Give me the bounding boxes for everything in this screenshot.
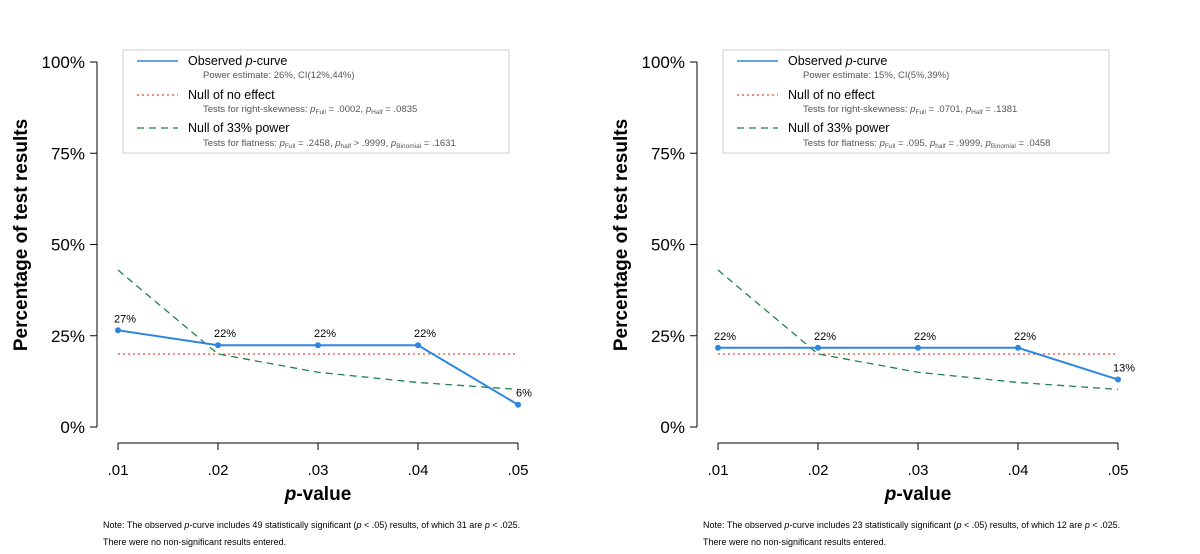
legend-right-skew-tests: Tests for right-skewness: pFull = .0701,… xyxy=(803,104,1017,116)
data-label: 22% xyxy=(814,331,836,343)
x-tick-label: .04 xyxy=(1008,462,1029,479)
legend-observed-label: Observed p-curve xyxy=(188,54,287,68)
observed-series-line xyxy=(117,329,519,406)
footnote-line-1: Note: The observed p-curve includes 49 s… xyxy=(103,520,521,530)
footnote-line-2: There were no non-significant results en… xyxy=(703,537,887,547)
data-label: 22% xyxy=(914,331,936,343)
y-tick-label: 100% xyxy=(642,53,685,72)
chart-svg: 0% 25% 50% 75% 100% .01 .02 .03 .04 .05 27% 22% 22% 2… xyxy=(11,49,533,505)
observed-point xyxy=(415,342,421,349)
null-33-power-line xyxy=(717,269,1119,391)
data-label: 6% xyxy=(516,388,532,400)
observed-point xyxy=(715,344,721,351)
x-tick-label: .02 xyxy=(808,462,829,479)
legend-null-no-effect-label: Null of no effect xyxy=(788,88,875,102)
legend-flatness-tests: Tests for flatness: pFull = .2458, phalf… xyxy=(203,138,456,150)
y-tick-label: 25% xyxy=(51,327,85,346)
x-axis-title: p-value xyxy=(884,484,952,505)
legend-observed-label: Observed p-curve xyxy=(788,54,887,68)
data-label: 22% xyxy=(414,328,436,340)
data-label: 22% xyxy=(714,331,736,343)
observed-point xyxy=(315,342,321,349)
footnote: Note: The observed p-curve includes 23 s… xyxy=(703,517,1120,551)
null-33-power-line xyxy=(117,269,519,391)
data-label: 13% xyxy=(1113,363,1135,375)
legend-right-skew-tests: Tests for right-skewness: pFull = .0002,… xyxy=(203,104,417,116)
x-tick-label: .03 xyxy=(308,462,329,479)
y-tick-label: 75% xyxy=(51,144,85,163)
x-tick-label: .01 xyxy=(708,462,729,479)
y-tick-label: 0% xyxy=(60,418,85,437)
x-tick-label: .03 xyxy=(908,462,929,479)
legend-null-33-label: Null of 33% power xyxy=(788,121,889,135)
legend: Observed p-curve Power estimate: 26%, CI… xyxy=(122,49,510,154)
x-axis-title: p-value xyxy=(284,484,352,505)
x-tick-label: .02 xyxy=(208,462,229,479)
chart-marks: 0% 25% 50% 75% 100% .01 .02 .03 .04 .05 22% 22% 22% 2… xyxy=(642,53,1136,479)
data-label: 27% xyxy=(114,313,136,325)
chart-marks: 0% 25% 50% 75% 100% .01 .02 .03 .04 .05 27% 22% 22% 2… xyxy=(42,53,533,479)
data-label: 22% xyxy=(314,328,336,340)
observed-point xyxy=(1115,376,1121,383)
pcurve-chart-right: 0% 25% 50% 75% 100% .01 .02 .03 .04 .05 22% 22% 22% 2… xyxy=(600,0,1200,554)
data-label: 22% xyxy=(1014,331,1036,343)
data-label: 22% xyxy=(214,328,236,340)
chart-svg: 0% 25% 50% 75% 100% .01 .02 .03 .04 .05 22% 22% 22% 2… xyxy=(611,49,1136,505)
x-tick-label: .05 xyxy=(1108,462,1129,479)
observed-point xyxy=(115,327,121,334)
y-tick-label: 75% xyxy=(651,144,685,163)
observed-series-line xyxy=(718,346,1119,381)
x-tick-label: .01 xyxy=(108,462,129,479)
y-tick-label: 25% xyxy=(651,327,685,346)
y-tick-label: 50% xyxy=(651,236,685,255)
legend-power-estimate: Power estimate: 26%, CI(12%,44%) xyxy=(203,70,355,81)
footnote: Note: The observed p-curve includes 49 s… xyxy=(103,517,520,551)
legend-null-no-effect-label: Null of no effect xyxy=(188,88,275,102)
observed-point xyxy=(515,401,521,408)
pcurve-chart-left: 0% 25% 50% 75% 100% .01 .02 .03 .04 .05 27% 22% 22% 2… xyxy=(11,49,533,551)
legend-null-33-label: Null of 33% power xyxy=(188,121,289,135)
observed-point xyxy=(1015,344,1021,351)
footnote-line-1: Note: The observed p-curve includes 23 s… xyxy=(703,520,1121,530)
footnote-line-2: There were no non-significant results en… xyxy=(103,537,287,547)
legend-box xyxy=(722,49,1110,154)
legend-power-estimate: Power estimate: 15%, CI(5%,39%) xyxy=(803,70,949,81)
legend-box xyxy=(122,49,510,154)
observed-point xyxy=(815,344,821,351)
y-tick-label: 100% xyxy=(42,53,85,72)
x-tick-label: .04 xyxy=(408,462,429,479)
observed-point xyxy=(215,342,221,349)
legend-flatness-tests: Tests for flatness: pFull = .095, phalf … xyxy=(803,138,1050,150)
y-tick-label: 0% xyxy=(660,418,685,437)
y-tick-label: 50% xyxy=(51,236,85,255)
y-axis-title: Percentage of test results xyxy=(611,119,632,351)
observed-point xyxy=(915,344,921,351)
legend: Observed p-curve Power estimate: 15%, CI… xyxy=(722,49,1110,154)
x-tick-label: .05 xyxy=(508,462,529,479)
y-axis-title: Percentage of test results xyxy=(11,119,32,351)
